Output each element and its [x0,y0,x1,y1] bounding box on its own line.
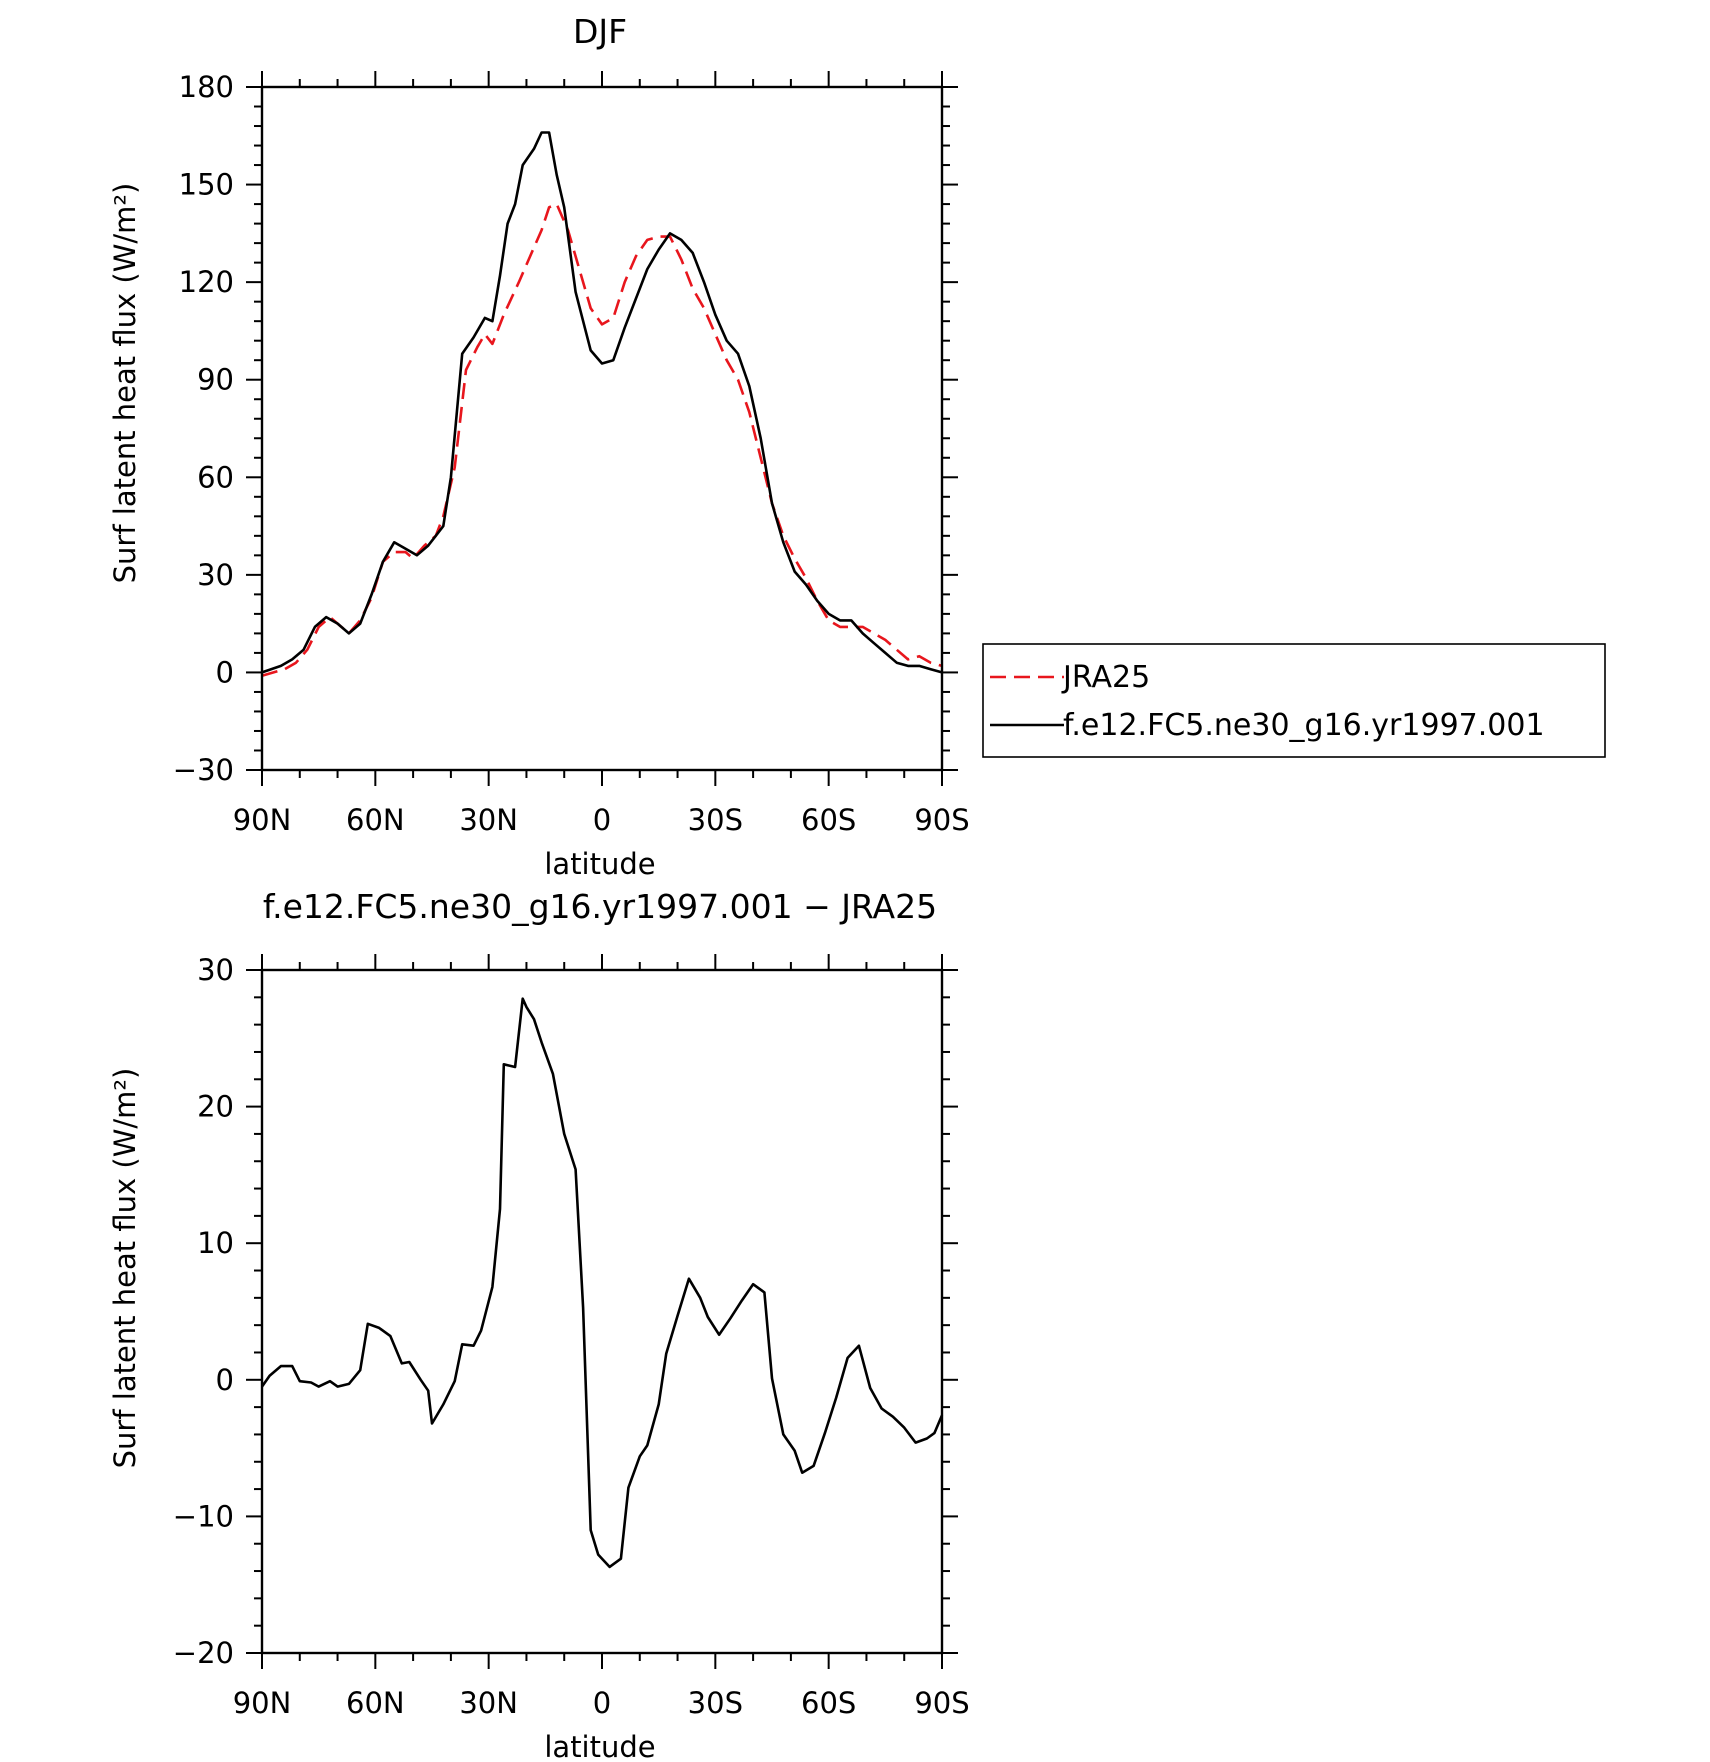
panel2-y-tick-label: −10 [173,1499,234,1533]
panel1-series-f-e12-fc5-ne30-g16-yr1997-001 [261,131,943,674]
panel2-y-tick-label: 20 [197,1090,234,1124]
panel1-y-tick-label: 120 [179,265,234,299]
panel2-series-group [260,997,944,1569]
panel2-x-tick-label: 90N [233,1686,292,1720]
panel1-series-jra25 [261,202,943,677]
panel2-x-tick-label: 60S [801,1686,856,1720]
panel1-x-tick-label: 90S [914,803,969,837]
panel2-y-axis-label-text: Surf latent heat flux (W/m²) [108,1068,142,1469]
panel1-y-tick-label: 0 [216,655,234,689]
panel1-x-tick-label: 60S [801,803,856,837]
legend: JRA25 f.e12.FC5.ne30_g16.yr1997.001 [982,643,1606,758]
panel-djf-latent-heat-flux: DJF −30 0 30 60 90 120 150 180 90N 60N 30N 0 30S 60S 9… [108,12,1606,881]
panel2-y-tick-label: −20 [173,1636,234,1670]
panel1-x-tick-label: 30N [459,803,518,837]
panel2-x-tick-label: 60N [346,1686,405,1720]
panel1-x-tick-label: 90N [233,803,292,837]
panel1-y-axis-label: Surf latent heat flux (W/m²) [108,183,142,584]
panel2-y-tick-label: 30 [197,953,234,987]
panel1-title: DJF [573,12,627,51]
legend-label-model: f.e12.FC5.ne30_g16.yr1997.001 [1063,708,1545,743]
panel1-y-tick-label: 60 [197,460,234,494]
panel1-y-tick-label: 150 [179,168,234,202]
panel1-y-tick-label: −30 [173,753,234,787]
panel2-axes: −20 −10 0 10 20 30 90N 60N 30N 0 30S 60S 90S [173,953,970,1720]
panel1-x-tick-label: 30S [688,803,743,837]
panel2-x-tick-label: 0 [593,1686,611,1720]
legend-label-jra25: JRA25 [1061,660,1150,695]
panel1-y-tick-label: 180 [179,70,234,104]
panel1-y-axis-label-text: Surf latent heat flux (W/m²) [108,183,142,584]
panel1-series-group [261,131,943,677]
panel2-y-axis-label: Surf latent heat flux (W/m²) [108,1068,142,1469]
panel2-title: f.e12.FC5.ne30_g16.yr1997.001 − JRA25 [263,887,937,926]
panel1-x-tick-label: 0 [593,803,611,837]
panel-difference: f.e12.FC5.ne30_g16.yr1997.001 − JRA25 −2… [108,887,970,1762]
panel1-axes: −30 0 30 60 90 120 150 180 90N 60N 30N 0 30S 60S 90S [173,70,970,837]
panel2-x-tick-label: 30S [688,1686,743,1720]
panel2-x-tick-label: 30N [459,1686,518,1720]
panel1-plot-frame [260,85,944,772]
panel2-x-axis-label: latitude [544,1730,655,1762]
panel1-y-tick-label: 90 [197,363,234,397]
panel2-x-tick-label: 90S [914,1686,969,1720]
panel2-plot-frame [260,968,944,1655]
panel2-y-tick-label: 0 [216,1363,234,1397]
panel1-x-tick-label: 60N [346,803,405,837]
panel2-y-tick-label: 10 [197,1226,234,1260]
panel1-y-tick-label: 30 [197,558,234,592]
panel2-series-difference [260,997,944,1569]
panel1-x-axis-label: latitude [544,847,655,881]
legend-box [982,643,1606,758]
